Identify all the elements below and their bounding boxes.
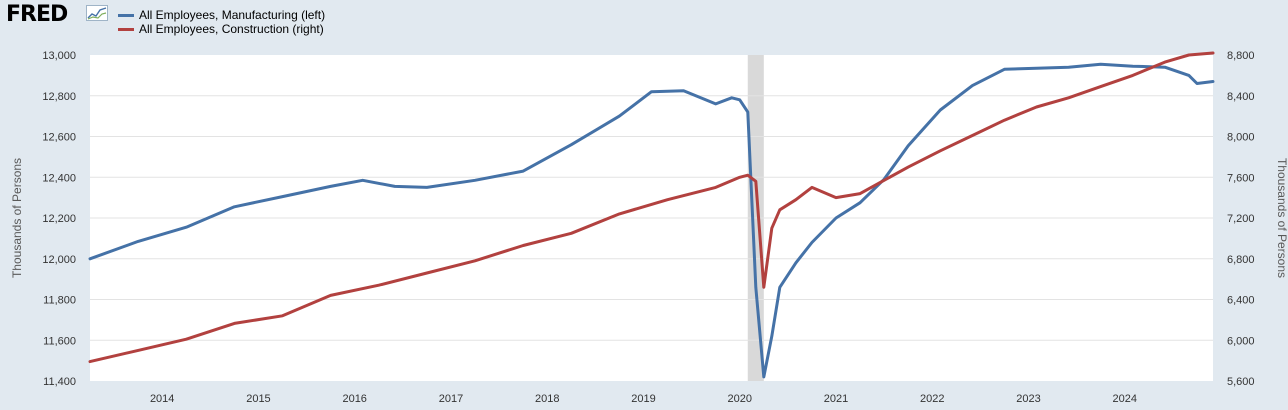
x-tick: 2020	[727, 393, 751, 405]
chart-line-icon	[86, 5, 108, 21]
legend-label-construction: All Employees, Construction (right)	[139, 22, 324, 36]
x-tick: 2016	[342, 393, 366, 405]
series-line-manufacturing	[88, 62, 1215, 379]
x-tick: 2019	[631, 393, 655, 405]
y-tick-right: 8,800	[1227, 50, 1255, 62]
fred-logo: FRED	[6, 2, 68, 27]
x-tick: 2018	[535, 393, 559, 405]
y-tick-right: 8,000	[1227, 132, 1255, 144]
y-tick-right: 7,200	[1227, 213, 1255, 225]
y-tick-left: 12,400	[42, 172, 76, 184]
y-tick-right: 6,000	[1227, 335, 1255, 347]
legend-item-manufacturing[interactable]: All Employees, Manufacturing (left)	[118, 8, 325, 22]
x-tick: 2017	[439, 393, 463, 405]
x-tick: 2024	[1113, 393, 1137, 405]
legend-label-manufacturing: All Employees, Manufacturing (left)	[139, 8, 326, 22]
y-tick-left: 11,400	[43, 376, 76, 388]
legend-swatch-manufacturing	[118, 13, 134, 17]
y-tick-right: 5,600	[1227, 376, 1255, 388]
y-tick-right: 6,400	[1227, 295, 1255, 307]
y-tick-left: 11,800	[43, 295, 76, 307]
x-tick: 2021	[824, 393, 848, 405]
y-tick-left: 13,000	[42, 50, 76, 62]
series-line-construction	[88, 51, 1215, 364]
y-tick-left: 11,600	[43, 335, 76, 347]
legend-swatch-construction	[118, 27, 134, 31]
x-tick: 2022	[920, 393, 944, 405]
x-tick: 2023	[1016, 393, 1040, 405]
y-tick-left: 12,600	[42, 132, 76, 144]
y-tick-right: 6,800	[1227, 254, 1255, 266]
y-tick-left: 12,000	[42, 254, 76, 266]
y-tick-right: 7,600	[1227, 172, 1255, 184]
x-tick: 2015	[246, 393, 270, 405]
y-axis-title-left: Thousands of Persons	[10, 158, 24, 278]
y-tick-right: 8,400	[1227, 91, 1255, 103]
x-tick: 2014	[150, 393, 174, 405]
legend-item-construction[interactable]: All Employees, Construction (right)	[118, 22, 324, 36]
y-axis-title-right: Thousands of Persons	[1275, 158, 1288, 278]
chart-header: FRED All Employees, Manufacturing (left)…	[0, 0, 1288, 44]
y-tick-left: 12,800	[42, 91, 76, 103]
y-tick-left: 12,200	[42, 213, 76, 225]
